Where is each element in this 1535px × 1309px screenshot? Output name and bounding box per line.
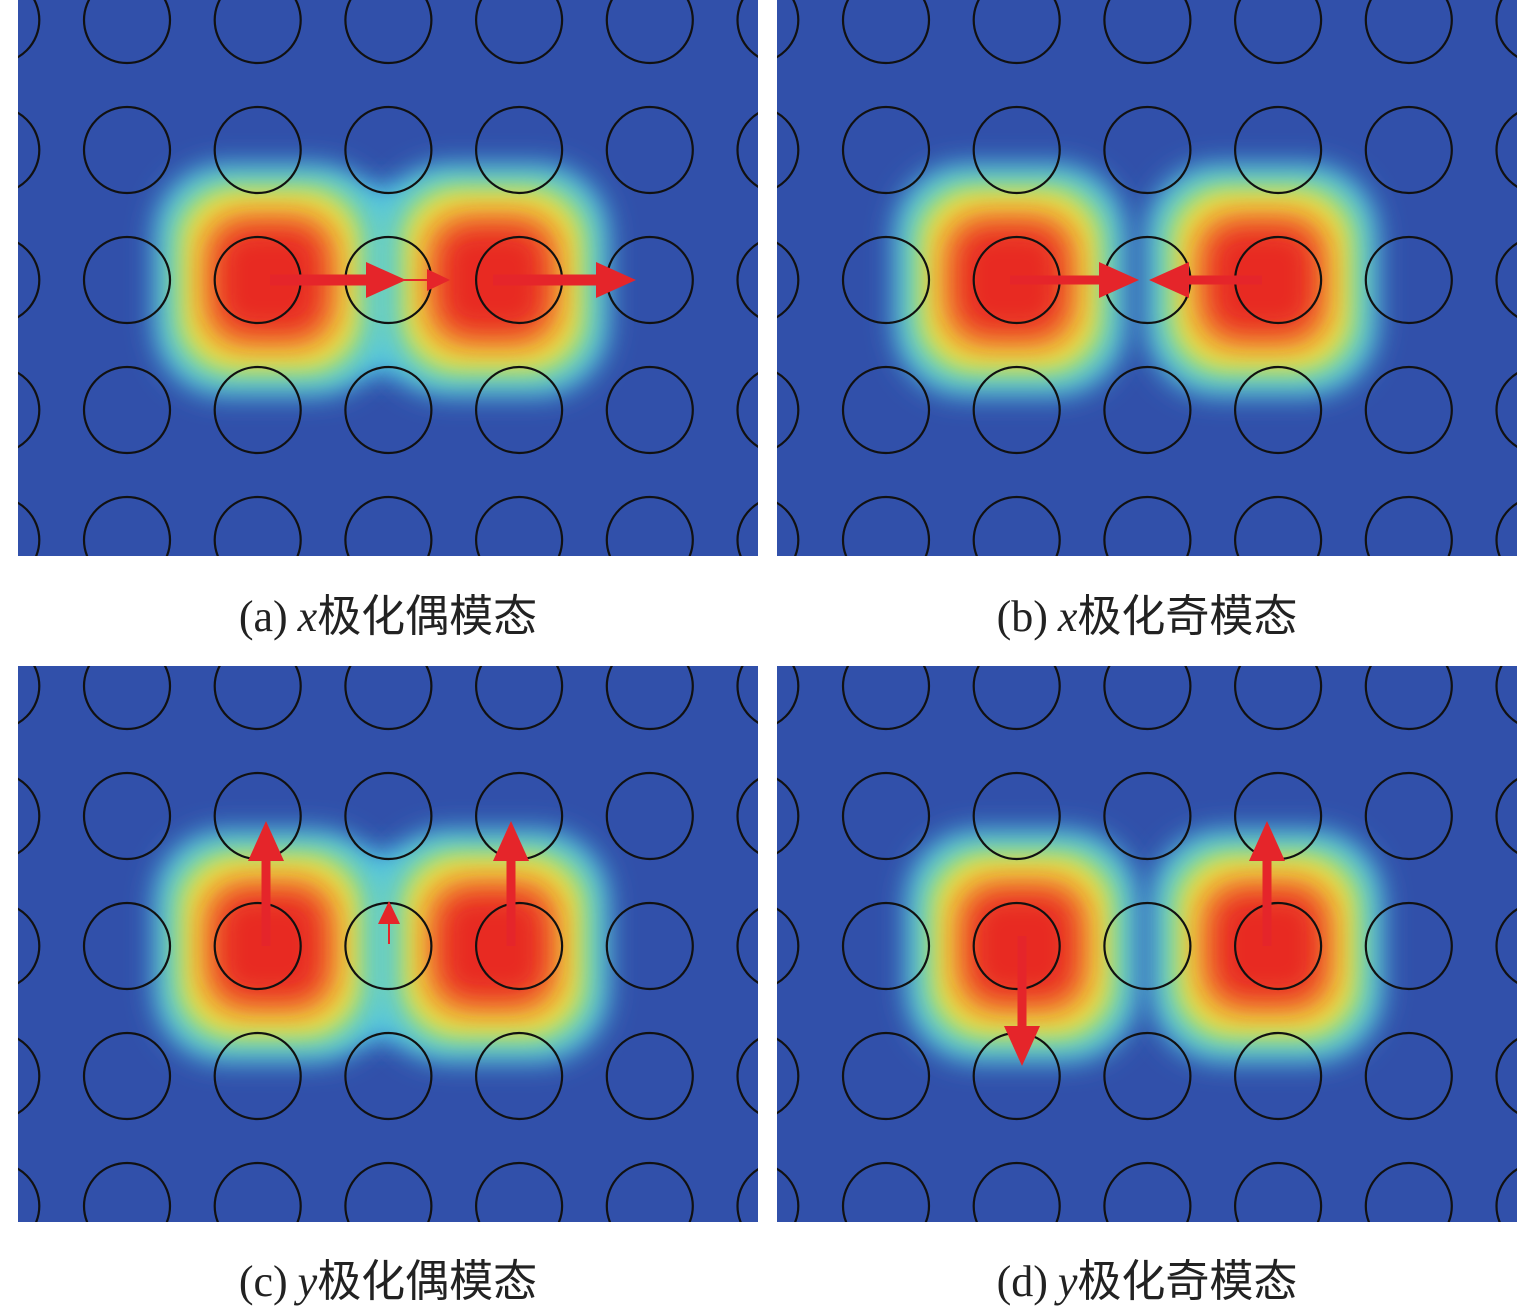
caption: (b)x极化奇模态 bbox=[777, 580, 1517, 644]
caption: (d)y极化奇模态 bbox=[777, 1245, 1517, 1309]
caption-label: (a) bbox=[239, 592, 288, 641]
caption-label: (c) bbox=[239, 1257, 288, 1306]
background bbox=[777, 666, 1517, 1222]
panel bbox=[712, 643, 1535, 1249]
caption-text: 极化奇模态 bbox=[1077, 592, 1297, 641]
caption-text: 极化偶模态 bbox=[317, 592, 537, 641]
caption: (a)x极化偶模态 bbox=[18, 580, 758, 644]
caption-variable: x bbox=[1058, 592, 1078, 641]
panel bbox=[0, 0, 824, 583]
caption-variable: y bbox=[1058, 1257, 1078, 1306]
caption-text: 极化奇模态 bbox=[1077, 1257, 1297, 1306]
caption-label: (d) bbox=[997, 1257, 1048, 1306]
caption-label: (b) bbox=[997, 592, 1048, 641]
field-lobe bbox=[438, 891, 548, 1001]
caption-text: 极化偶模态 bbox=[317, 1257, 537, 1306]
caption-variable: y bbox=[298, 1257, 318, 1306]
panel bbox=[712, 0, 1535, 583]
caption: (c)y极化偶模态 bbox=[18, 1245, 758, 1309]
caption-variable: x bbox=[298, 592, 318, 641]
panel bbox=[0, 643, 824, 1249]
